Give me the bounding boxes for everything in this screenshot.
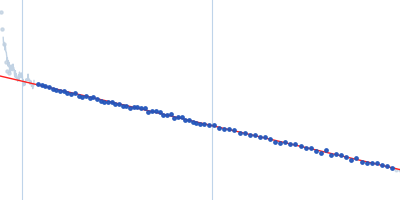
Point [252, 134, 258, 137]
Point [171, 117, 178, 120]
Point [216, 127, 222, 130]
Point [116, 103, 122, 106]
Point [167, 113, 174, 116]
Point [272, 141, 278, 144]
Point [35, 83, 41, 86]
Point [112, 102, 118, 105]
Point [1, 42, 7, 45]
Point [368, 162, 375, 165]
Point [64, 91, 71, 94]
Point [182, 118, 188, 122]
Point [358, 160, 365, 164]
Point [178, 116, 185, 119]
Point [127, 107, 133, 110]
Point [389, 167, 395, 170]
Point [384, 164, 390, 167]
Point [353, 157, 360, 160]
Point [57, 89, 63, 92]
Point [72, 92, 78, 95]
Point [86, 96, 93, 99]
Point [374, 162, 380, 165]
Point [75, 94, 82, 97]
Point [130, 106, 137, 109]
Point [267, 137, 273, 141]
Point [308, 146, 314, 149]
Point [60, 89, 67, 92]
Point [379, 163, 385, 167]
Point [287, 143, 294, 146]
Point [302, 147, 309, 150]
Point [348, 158, 354, 161]
Point [83, 94, 89, 97]
Point [175, 116, 181, 119]
Point [79, 96, 85, 99]
Point [134, 106, 141, 109]
Point [190, 121, 196, 124]
Point [338, 153, 344, 157]
Point [53, 88, 60, 91]
Point [246, 133, 253, 136]
Point [186, 118, 192, 121]
Point [343, 155, 350, 158]
Point [38, 84, 45, 87]
Point [108, 101, 115, 104]
Point [390, 166, 396, 170]
Point [363, 161, 370, 165]
Point [236, 132, 243, 135]
Point [397, 168, 400, 171]
Point [323, 149, 329, 152]
Point [46, 86, 52, 89]
Point [149, 109, 155, 112]
Point [42, 84, 48, 87]
Point [206, 123, 212, 127]
Point [297, 144, 304, 148]
Point [6, 71, 12, 75]
Point [221, 127, 228, 130]
Point [201, 122, 207, 125]
Point [193, 121, 200, 124]
Point [333, 152, 339, 156]
Point [153, 110, 159, 113]
Point [262, 135, 268, 138]
Point [105, 100, 111, 103]
Point [318, 151, 324, 155]
Point [231, 129, 238, 132]
Point [142, 107, 148, 110]
Point [328, 154, 334, 157]
Point [50, 87, 56, 91]
Point [2, 61, 9, 64]
Point [120, 105, 126, 108]
Point [312, 149, 319, 152]
Point [0, 27, 6, 30]
Point [4, 69, 10, 73]
Point [90, 96, 96, 99]
Point [68, 93, 74, 96]
Point [164, 113, 170, 116]
Point [292, 142, 299, 146]
Point [145, 111, 152, 114]
Point [94, 98, 100, 101]
Point [211, 124, 217, 127]
Point [242, 131, 248, 134]
Point [257, 135, 263, 138]
Point [282, 140, 288, 144]
Point [160, 113, 166, 117]
Point [138, 106, 144, 110]
Point [226, 127, 233, 130]
Point [156, 111, 163, 114]
Point [393, 168, 400, 171]
Point [101, 100, 108, 103]
Point [97, 99, 104, 102]
Point [197, 122, 203, 125]
Point [0, 10, 4, 13]
Point [123, 104, 130, 107]
Point [277, 141, 284, 144]
